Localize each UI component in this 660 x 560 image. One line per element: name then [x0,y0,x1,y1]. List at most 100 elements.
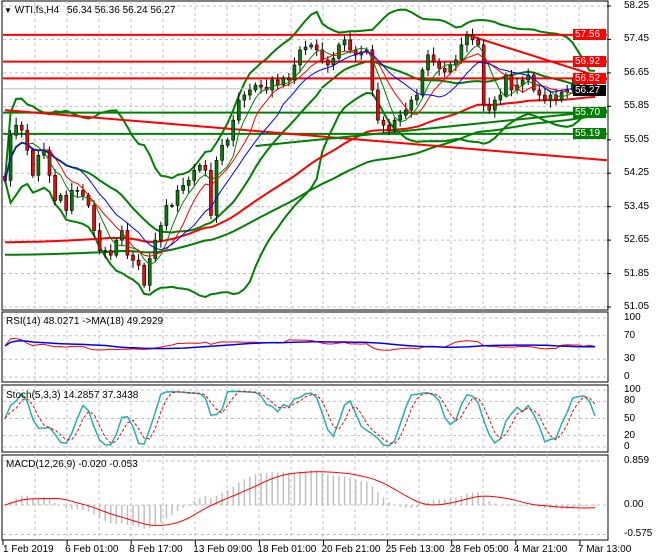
ma-8 [4,50,596,257]
time-axis-label: 8 Feb 17:00 [129,544,183,555]
candle [64,195,69,211]
candle [114,239,119,256]
level-price-badge: 56.52 [573,72,606,84]
indicator-axis-label: 30 [624,353,636,365]
chart-header: ▼ WTI.fs,H4 56.34 56.36 56.24 56.27 [4,5,175,16]
ma-long-green [5,115,596,256]
ohlc-open: 56.34 [66,5,92,16]
level-price-badge: 57.56 [573,29,606,41]
candle [331,57,336,66]
symbol-label: WTI.fs,H4 [14,5,60,16]
candle [337,44,341,59]
trendline [4,109,608,162]
candle [136,259,141,266]
candle [14,124,18,136]
candle [125,230,130,256]
candle [493,99,497,111]
candle [253,84,258,91]
price-axis-label: 51.05 [624,301,650,312]
candle [209,169,213,216]
candle [348,39,352,51]
candle [537,89,542,96]
candle [81,190,85,196]
indicator-axis-label: 70 [624,329,636,341]
candle [431,54,436,63]
candle [97,230,102,251]
indicator-axis-label: 0.00 [624,499,644,510]
candle [548,94,553,101]
candle [203,164,208,171]
candle [487,104,492,111]
time-axis-label: 7 Mar 13:00 [577,544,632,555]
candle [376,89,380,121]
ohlc-low: 56.24 [122,5,148,16]
macd-signal-line [4,471,596,527]
indicator-axis-label: 0 [624,371,630,382]
candle [53,175,57,201]
time-axis-label: 20 Feb 21:00 [321,544,381,555]
candle [409,99,414,111]
candle [342,39,347,46]
candle [442,67,447,73]
candle [498,94,503,101]
candle [543,94,547,101]
ohlc-high: 56.36 [94,5,120,16]
candle [108,250,113,256]
stoch-signal-line [4,391,596,445]
candle [164,205,169,226]
candle [392,119,397,131]
candle [465,34,469,46]
candle [159,225,163,241]
candle [459,44,464,61]
current-price-badge: 56.27 [573,84,606,96]
candle [225,139,230,146]
level-price-badge: 55.70 [573,107,606,119]
time-axis-label: 1 Feb 2019 [3,544,54,555]
price-axis-label: 53.45 [624,200,650,212]
candle [426,54,430,71]
price-axis-label: 55.05 [624,133,650,145]
candle [403,109,408,116]
pane-frame-0 [1,0,609,311]
indicator-axis-label: 100 [624,384,641,395]
level-price-badge: 55.19 [573,128,606,140]
candle [381,119,386,126]
trendline [255,109,608,148]
pane-frame-2 [1,384,609,453]
pane-frame-3 [1,454,609,541]
candle [437,61,441,69]
indicator-axis-label: 80 [624,395,636,407]
candle [36,154,41,176]
candle [298,49,302,66]
candle [153,239,158,259]
macd-label: MACD(12,26,9) -0.020 -0.053 [6,459,138,470]
candle [370,49,375,91]
candle [25,129,30,151]
candle [231,119,236,141]
ma-13 [4,50,596,251]
collapse-triangle-icon[interactable]: ▼ [4,6,12,15]
candle [31,149,35,176]
price-axis-label: 55.85 [624,100,650,112]
indicator-axis-label: 20 [624,429,636,441]
indicator-axis-label: 50 [624,412,636,424]
candle [398,114,402,121]
indicator-axis-label: 0.859 [624,455,650,466]
price-axis-label: 52.65 [624,234,650,246]
pane-frame-1 [1,311,609,383]
stoch-main-line [4,390,596,447]
candle [220,144,224,161]
candle [281,77,286,86]
candle [476,39,480,46]
candle [531,74,536,91]
candle [214,159,219,216]
candle [259,84,263,88]
price-axis-label: 51.85 [624,267,650,279]
candle [504,74,508,96]
ma-long-red [5,96,596,244]
price-axis-label: 57.45 [624,33,650,45]
stoch-label: Stoch(5,3,3) 14.2857 37.3438 [6,390,139,401]
ohlc-close: 56.27 [150,5,176,16]
price-axis-label: 58.25 [624,0,650,11]
